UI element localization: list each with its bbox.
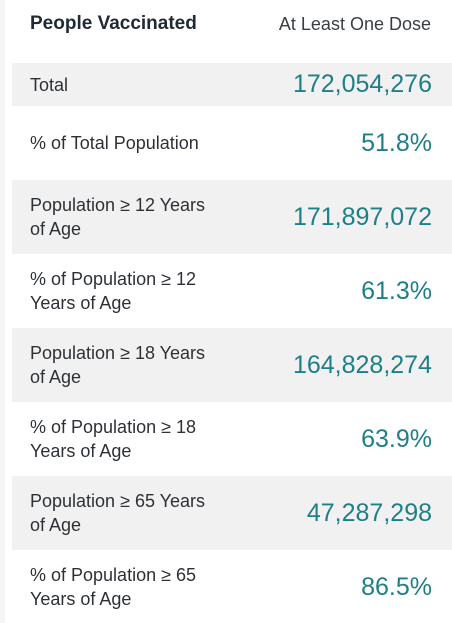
row-value: 86.5% [361, 572, 432, 601]
table-row-pct-65: % of Population ≥ 65 Years of Age 86.5% [12, 550, 452, 623]
table-header: People Vaccinated At Least One Dose [0, 0, 452, 48]
left-border [0, 0, 5, 623]
row-value: 61.3% [361, 276, 432, 305]
header-at-least-one-dose: At Least One Dose [278, 13, 431, 34]
row-value: 164,828,274 [292, 350, 432, 379]
table-row-pct-total: % of Total Population 51.8% [12, 106, 452, 180]
row-value: 51.8% [361, 128, 432, 157]
table-row-pop-18: Population ≥ 18 Years of Age 164,828,274 [12, 328, 452, 402]
table-row-pop-65: Population ≥ 65 Years of Age 47,287,298 [12, 476, 452, 550]
row-value: 47,287,298 [306, 498, 432, 527]
table-row-pct-18: % of Population ≥ 18 Years of Age 63.9% [12, 402, 452, 476]
table-row-pct-12: % of Population ≥ 12 Years of Age 61.3% [12, 254, 452, 328]
row-label: % of Population ≥ 12 Years of Age [30, 269, 196, 313]
row-label: % of Population ≥ 65 Years of Age [30, 565, 196, 609]
row-value: 172,054,276 [292, 70, 432, 98]
row-label: Population ≥ 65 Years of Age [30, 491, 206, 535]
row-label: Population ≥ 12 Years of Age [30, 195, 206, 239]
table-row-total: Total 172,054,276 [12, 63, 452, 106]
row-value: 171,897,072 [292, 202, 432, 231]
header-people-vaccinated: People Vaccinated [30, 13, 197, 34]
row-label: Total [30, 74, 69, 95]
table-body: Total 172,054,276 % of Total Population … [12, 63, 452, 623]
table-row-pop-12: Population ≥ 12 Years of Age 171,897,072 [12, 180, 452, 254]
row-value: 63.9% [361, 424, 432, 453]
row-label: % of Total Population [30, 133, 199, 153]
row-label: % of Population ≥ 18 Years of Age [30, 417, 196, 461]
row-label: Population ≥ 18 Years of Age [30, 343, 206, 387]
